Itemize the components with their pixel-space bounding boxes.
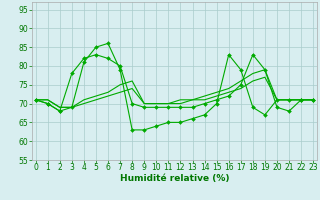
X-axis label: Humidité relative (%): Humidité relative (%) bbox=[120, 174, 229, 183]
